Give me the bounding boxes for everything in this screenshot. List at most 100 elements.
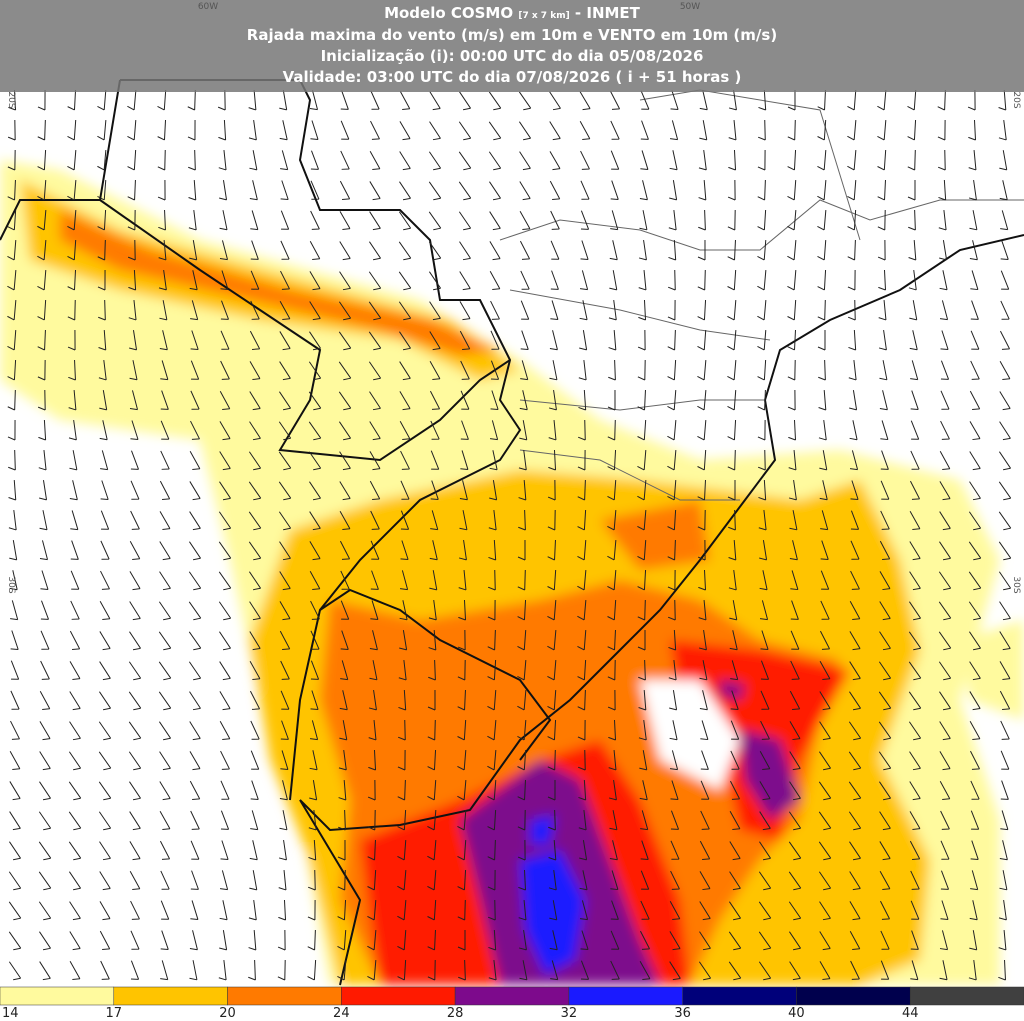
barb-shaft [487,569,496,591]
barb-shaft [999,840,1008,861]
coastline [0,79,1024,986]
wind-barb [909,300,918,321]
wind-barb [577,689,586,711]
barb-shaft [907,119,917,141]
barb-shaft [158,601,172,621]
barb-shaft [429,301,441,321]
barb-shaft [577,569,587,591]
wind-barb [280,690,290,710]
wind-barb [310,150,319,170]
barb-shaft [697,389,707,411]
barb-shaft [160,390,169,410]
barb-shaft [849,600,861,620]
barb-shaft [998,89,1007,111]
barb-shaft [818,389,827,411]
barb-shaft [67,239,77,261]
barb-shaft [939,481,951,501]
wind-barb [850,540,860,560]
wind-barb [757,209,767,231]
wind-barb [969,930,978,951]
barb-shaft [279,571,291,591]
barb-shaft [367,959,377,981]
barb-shaft [280,270,290,290]
wind-barb [249,421,261,441]
barb-shaft [278,481,292,501]
barb-shaft [1000,810,1009,831]
barb-shaft [790,630,800,650]
wind-barb [787,149,797,171]
wind-barb [69,691,81,711]
barb-shaft [310,150,319,170]
barb-shaft [607,389,616,411]
barb-shaft [518,869,527,891]
barb-shaft [129,811,141,831]
wind-barb [970,270,979,291]
wind-barb [727,479,736,501]
wind-barb [877,179,886,201]
barb-shaft [578,810,587,831]
barb-shaft [817,119,827,141]
wind-barb [549,360,558,381]
barb-shaft [729,871,741,891]
wind-barb [127,89,137,111]
wind-barb [817,269,827,291]
wind-barb [157,179,166,201]
barb-shaft [367,779,376,801]
wind-barb [728,119,737,141]
wind-barb [998,120,1007,141]
wind-barb [399,600,408,621]
wind-barb [128,300,137,321]
wind-barb [669,150,678,171]
barb-shaft [38,811,52,831]
wind-barb [819,661,831,681]
barb-shaft [130,930,140,950]
wind-barb [818,359,826,381]
barb-shaft [998,571,1012,591]
wind-barb [879,631,891,651]
barb-shaft [307,959,317,981]
barb-shaft [640,840,649,860]
barb-shaft [99,601,111,621]
barb-shaft [487,869,496,891]
wind-barb [429,121,441,141]
barb-shaft [970,810,980,830]
barb-shaft [458,211,472,231]
wind-barb [220,750,230,770]
barb-shaft [427,689,436,711]
barb-shaft [127,239,136,261]
wind-barb [190,870,199,890]
wind-barb [608,780,617,801]
wind-barb [727,359,737,381]
wind-barb [7,419,16,441]
wind-barb [639,780,648,801]
barb-shaft [337,839,346,861]
wind-barb [667,539,676,561]
wind-barb [910,420,920,440]
barb-shaft [729,811,741,831]
barb-shaft [547,689,557,711]
barb-shaft [157,179,166,201]
barb-shaft [428,600,437,621]
barb-shaft [760,720,770,740]
wind-barb [309,240,321,260]
barb-shaft [278,899,287,921]
barb-shaft [697,419,707,441]
wind-barb [700,750,709,770]
barb-shaft [309,240,321,260]
barb-shaft [699,120,708,141]
barb-shaft [189,270,198,291]
wind-barb [637,479,647,501]
wind-barb [910,930,919,950]
wind-barb [369,391,381,411]
barb-shaft [847,299,856,321]
wind-barb [728,509,736,531]
barb-shaft [880,900,890,920]
wind-barb [969,481,981,501]
barb-shaft [577,509,587,531]
barb-shaft [549,360,558,381]
wind-barb [817,209,827,231]
wind-barb [250,780,259,800]
wind-barb [969,390,981,410]
barb-shaft [68,751,82,771]
barb-shaft [427,839,437,861]
